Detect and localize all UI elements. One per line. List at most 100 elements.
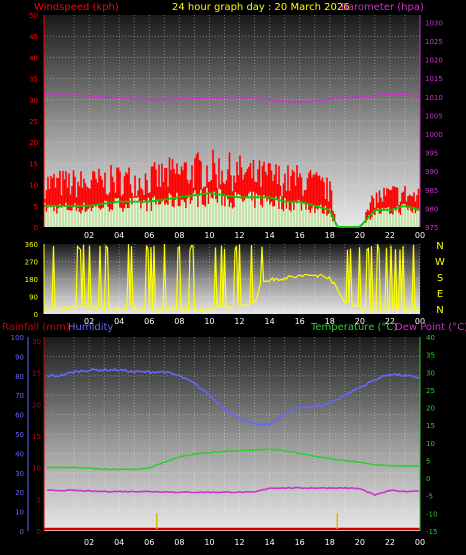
wind-average-line <box>44 192 420 228</box>
direction-panel-axes: 0 90 180 270 360 02 04 06 08 10 12 14 16 18 20 22 00 <box>25 241 425 326</box>
wind-tick-label: 50 <box>29 12 38 20</box>
temperature-axis-title: Temperature (°C) <box>310 322 397 333</box>
x-tick-label: 08 <box>174 231 184 240</box>
wind-tick-label: 45 <box>29 33 38 41</box>
temperature-tick-label: 10 <box>426 440 435 448</box>
direction-tick-label: 90 <box>29 294 38 302</box>
x-tick-label: 16 <box>295 231 305 240</box>
x-tick-label: 02 <box>84 538 94 547</box>
x-tick-label: 22 <box>385 231 395 240</box>
x-tick-label: 16 <box>295 538 305 547</box>
barometer-tick-label: 975 <box>425 224 438 232</box>
wind-panel-series <box>44 93 420 228</box>
x-tick-label: 12 <box>234 231 244 240</box>
x-tick-label: 12 <box>234 317 244 326</box>
lower-panel-axes: 0102030405060708090100051015202530-15-10… <box>11 334 438 547</box>
humidity-tick-label: 80 <box>15 373 24 381</box>
rainfall-tick-label: 10 <box>32 465 41 473</box>
temperature-tick-label: 0 <box>426 475 430 483</box>
lower-panel-background <box>44 337 420 531</box>
humidity-tick-label: 20 <box>15 489 24 497</box>
windspeed-axis-title: Windspeed (kph) <box>34 2 119 13</box>
rainfall-tick-label: 25 <box>32 370 41 378</box>
temperature-tick-label: -15 <box>426 528 437 536</box>
x-tick-label: 14 <box>265 538 275 547</box>
barometer-tick-label: 995 <box>425 150 438 158</box>
rainfall-tick-label: 30 <box>32 338 41 346</box>
temperature-tick-label: 40 <box>426 334 435 342</box>
humidity-tick-label: 30 <box>15 470 24 478</box>
x-tick-label: 06 <box>144 538 154 547</box>
x-tick-label: 00 <box>415 317 425 326</box>
rainfall-axis-title: Rainfall (mm) <box>2 322 70 333</box>
direction-panel-background <box>44 244 420 314</box>
x-tick-label: 22 <box>385 538 395 547</box>
x-tick-label: 04 <box>114 231 124 240</box>
temperature-line <box>46 448 420 471</box>
barometer-tick-label: 1030 <box>425 19 443 27</box>
temperature-tick-label: 30 <box>426 369 435 377</box>
x-tick-label: 18 <box>325 317 335 326</box>
x-tick-label: 18 <box>325 231 335 240</box>
x-tick-label: 04 <box>114 538 124 547</box>
wind-tick-label: 20 <box>29 139 38 147</box>
direction-tick-label: 180 <box>25 276 38 284</box>
barometer-tick-label: 1020 <box>425 57 443 65</box>
x-tick-label: 08 <box>174 538 184 547</box>
dewpoint-line <box>46 486 420 497</box>
rainfall-tick-label: 0 <box>37 528 41 536</box>
wind-panel-grid <box>44 15 421 227</box>
x-tick-label: 20 <box>355 231 365 240</box>
temperature-tick-label: 15 <box>426 422 435 430</box>
x-tick-label: 14 <box>265 231 275 240</box>
humidity-tick-label: 10 <box>15 509 24 517</box>
barometer-line <box>44 93 420 103</box>
compass-letter: S <box>437 273 443 284</box>
wind-tick-label: 5 <box>34 203 38 211</box>
direction-tick-label: 0 <box>34 311 38 319</box>
x-tick-label: 10 <box>204 231 214 240</box>
wind-panel-axes: 0510152025303540455097598098599099510001… <box>29 12 443 240</box>
humidity-tick-label: 60 <box>15 412 24 420</box>
lower-panel-series <box>44 367 420 531</box>
barometer-tick-label: 980 <box>425 205 438 213</box>
rainfall-tick-label: 20 <box>32 401 41 409</box>
x-tick-label: 20 <box>355 317 365 326</box>
humidity-line <box>46 367 420 427</box>
barometer-tick-label: 1010 <box>425 94 443 102</box>
x-tick-label: 00 <box>415 538 425 547</box>
x-tick-label: 02 <box>84 317 94 326</box>
humidity-tick-label: 40 <box>15 450 24 458</box>
barometer-tick-label: 990 <box>425 168 438 176</box>
barometer-tick-label: 1025 <box>425 38 443 46</box>
x-tick-label: 06 <box>144 231 154 240</box>
graph-title: 24 hour graph day : 20 March 2026 <box>172 2 350 13</box>
x-tick-label: 12 <box>234 538 244 547</box>
humidity-tick-label: 50 <box>15 431 24 439</box>
humidity-axis-title: Humidity <box>68 322 113 333</box>
compass-letter: N <box>436 305 443 316</box>
dewpoint-axis-title: Dew Point (°C) <box>395 322 466 333</box>
x-tick-label: 04 <box>114 317 124 326</box>
temperature-tick-label: 5 <box>426 457 430 465</box>
direction-panel-series <box>45 243 420 314</box>
wind-tick-label: 25 <box>29 118 38 126</box>
x-tick-label: 10 <box>204 538 214 547</box>
x-tick-label: 16 <box>295 317 305 326</box>
temperature-tick-label: 25 <box>426 387 435 395</box>
direction-tick-label: 270 <box>25 259 38 267</box>
wind-tick-label: 0 <box>34 224 38 232</box>
rainfall-tick-label: 15 <box>32 433 41 441</box>
direction-tick-label: 360 <box>25 241 38 249</box>
x-tick-label: 00 <box>415 231 425 240</box>
compass-letter: E <box>437 289 443 300</box>
humidity-tick-label: 100 <box>11 334 24 342</box>
x-tick-label: 14 <box>265 317 275 326</box>
x-tick-label: 18 <box>325 538 335 547</box>
barometer-axis-title: Barometer (hpa) <box>341 2 424 13</box>
temperature-tick-label: 20 <box>426 405 435 413</box>
humidity-tick-label: 90 <box>15 353 24 361</box>
